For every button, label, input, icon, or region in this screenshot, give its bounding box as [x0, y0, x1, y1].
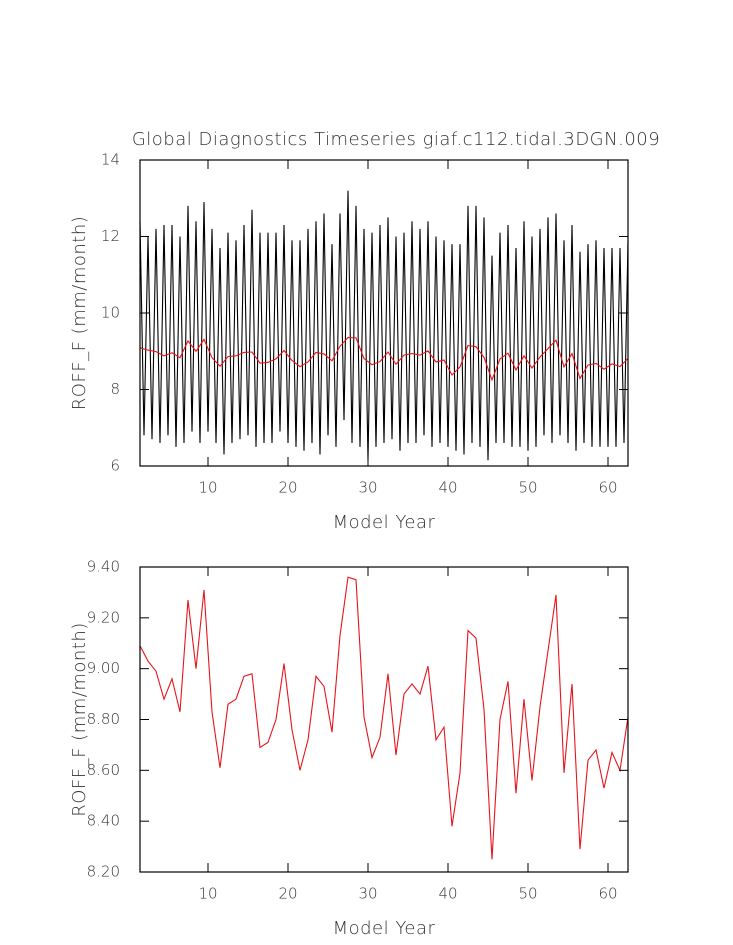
- plot-frame: [139, 566, 629, 873]
- x-tick-label: 10: [198, 479, 217, 497]
- x-tick-label: 50: [518, 885, 537, 903]
- y-tick-label: 8.60: [87, 761, 120, 779]
- x-axis-title: Model Year: [333, 918, 436, 939]
- data-line: [139, 576, 629, 860]
- x-tick-label: 10: [198, 885, 217, 903]
- y-tick-label: 9.40: [87, 558, 120, 576]
- y-tick-label: 9.00: [87, 659, 120, 677]
- y-tick-label: 9.20: [87, 608, 120, 626]
- x-tick-label: 40: [438, 479, 457, 497]
- x-tick-label: 20: [278, 885, 297, 903]
- x-axis-title: Model Year: [333, 512, 436, 533]
- y-axis-title: ROFF_F (mm/month): [69, 622, 90, 817]
- x-tick-label: 40: [438, 885, 457, 903]
- chart-title: Global Diagnostics Timeseries giaf.c112.…: [132, 129, 660, 150]
- y-tick-label: 8.40: [87, 812, 120, 830]
- y-tick-label: 14: [101, 151, 120, 169]
- y-tick-label: 10: [101, 304, 120, 322]
- x-tick-label: 60: [598, 479, 617, 497]
- y-tick-label: 12: [101, 227, 120, 245]
- y-tick-label: 8: [110, 380, 120, 398]
- y-tick-label: 8.20: [87, 863, 120, 881]
- data-line: [139, 336, 629, 382]
- x-tick-label: 50: [518, 479, 537, 497]
- data-line: [139, 190, 629, 461]
- plot-frame: [139, 159, 629, 467]
- x-tick-label: 30: [358, 479, 377, 497]
- x-tick-label: 30: [358, 885, 377, 903]
- y-tick-label: 6: [110, 457, 120, 475]
- x-tick-label: 60: [598, 885, 617, 903]
- y-tick-label: 8.80: [87, 710, 120, 728]
- x-tick-label: 20: [278, 479, 297, 497]
- y-axis-title: ROFF_F (mm/month): [69, 216, 90, 411]
